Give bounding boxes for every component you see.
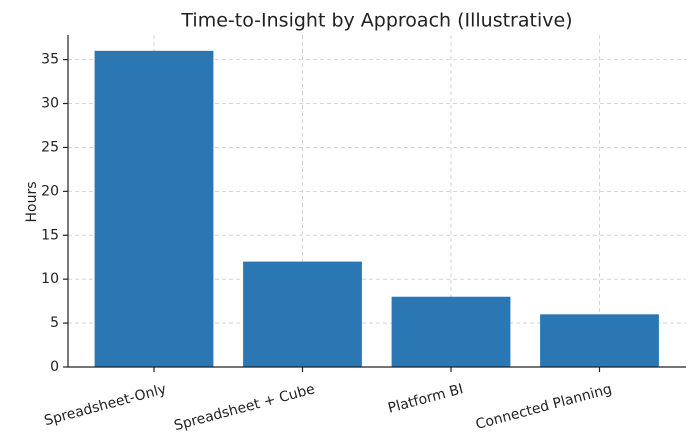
bar <box>94 50 214 368</box>
x-tick-label: Spreadsheet + Cube <box>172 381 316 434</box>
y-tick-label: 5 <box>50 315 59 331</box>
y-axis-label: Hours <box>24 181 40 222</box>
bar <box>540 314 659 367</box>
y-tick-label: 15 <box>41 227 59 243</box>
x-tick-label: Spreadsheet-Only <box>43 381 169 429</box>
chart-title: Time-to-Insight by Approach (Illustrativ… <box>180 10 572 32</box>
y-tick-label: 35 <box>41 52 59 68</box>
x-tick-label: Platform BI <box>386 381 465 416</box>
bar <box>391 296 511 367</box>
y-tick-label: 10 <box>41 271 59 287</box>
bar <box>243 261 362 367</box>
y-tick-label: 20 <box>41 183 59 199</box>
y-tick-label: 25 <box>41 139 59 155</box>
y-tick-label: 0 <box>50 359 59 375</box>
x-tick-label: Connected Planning <box>474 381 614 433</box>
y-tick-label: 30 <box>41 96 59 112</box>
